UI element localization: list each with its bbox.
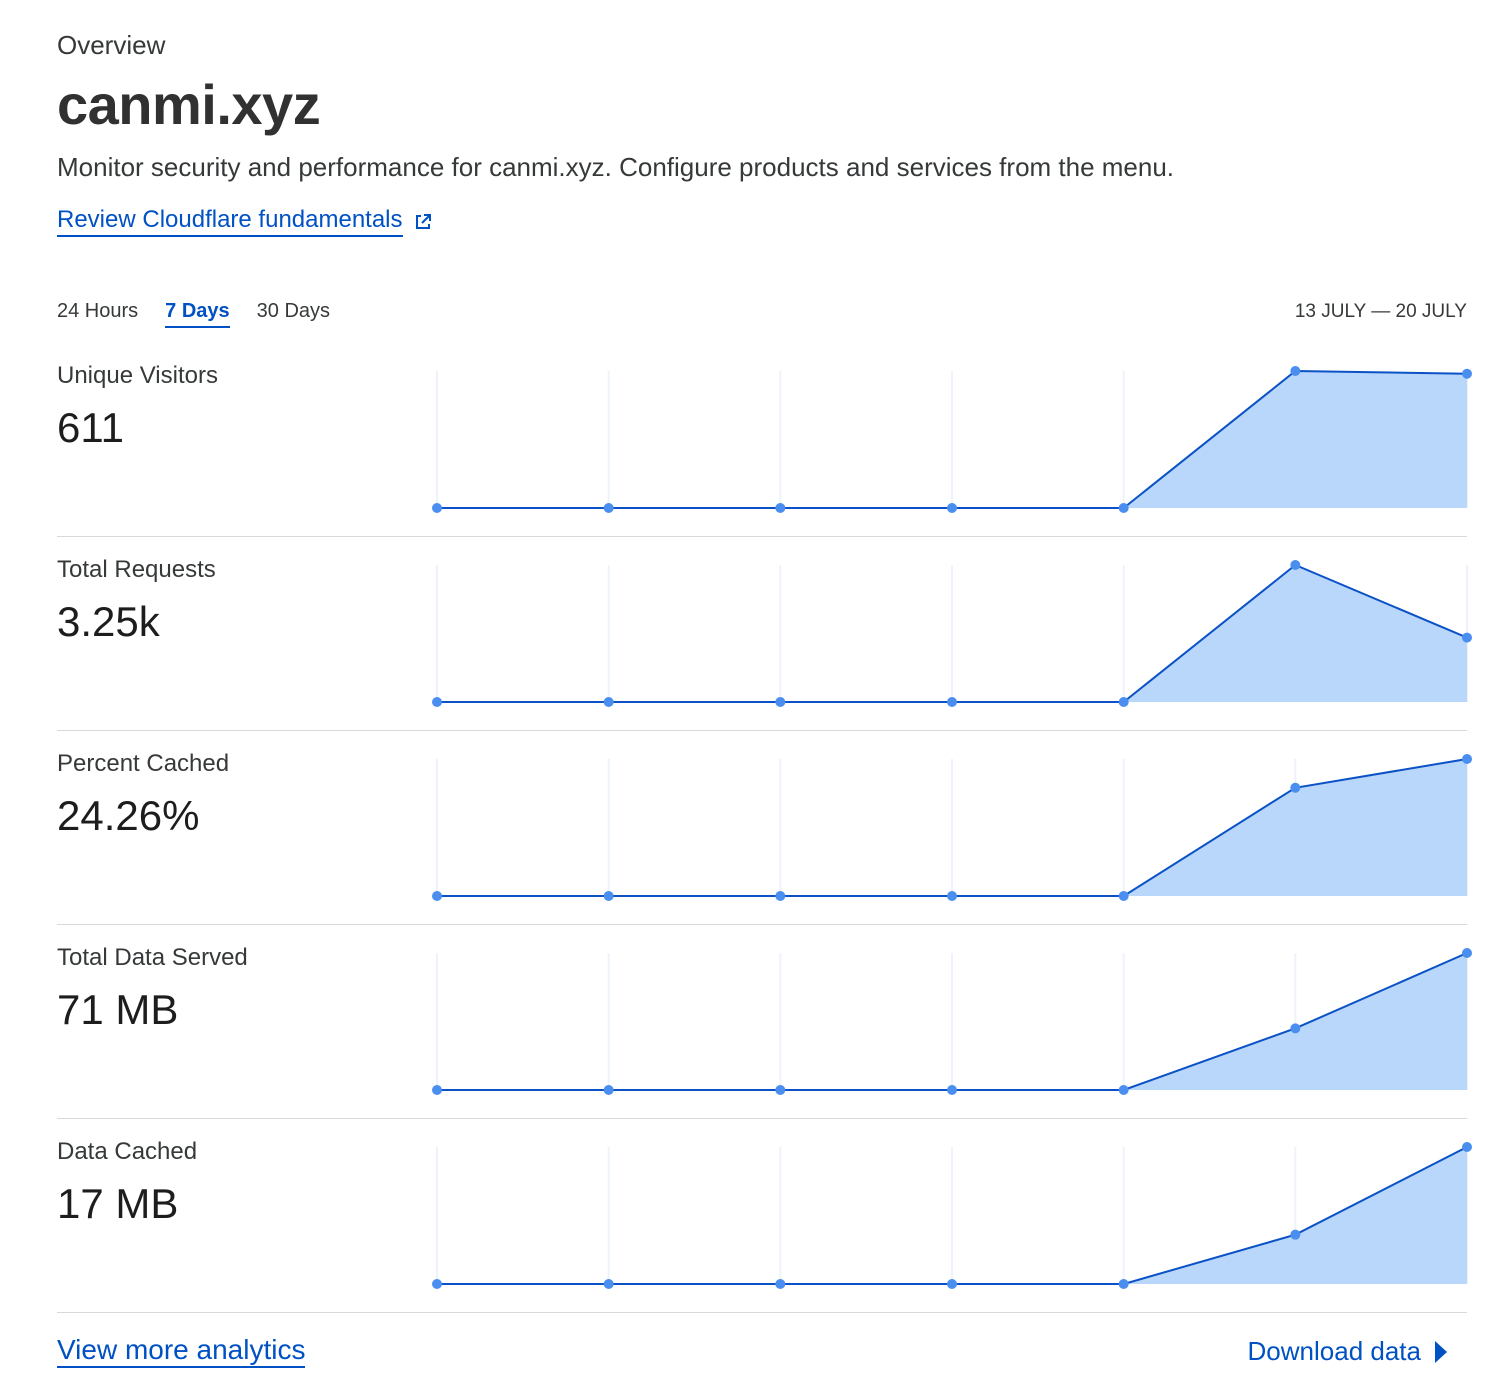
- sparkline-percent-cached: [432, 754, 1472, 901]
- metric-value: 17 MB: [57, 1180, 179, 1227]
- metric-value: 24.26%: [57, 792, 200, 839]
- tab-30-days[interactable]: 30 Days: [256, 300, 331, 322]
- metric-label: Unique Visitors: [57, 362, 218, 389]
- tab-7-days[interactable]: 7 Days: [165, 300, 230, 328]
- data-point[interactable]: [1118, 697, 1129, 707]
- data-point[interactable]: [947, 697, 957, 707]
- data-point[interactable]: [1462, 368, 1472, 379]
- series-area: [437, 565, 1467, 702]
- series-area: [437, 1147, 1467, 1284]
- metric-row-total-requests: Total Requests 3.25k: [57, 536, 1472, 731]
- metric-row-unique-visitors: Unique Visitors 611: [57, 342, 1472, 537]
- page-title: canmi.xyz: [57, 73, 321, 136]
- data-point[interactable]: [775, 1085, 786, 1095]
- data-point[interactable]: [1290, 560, 1301, 570]
- metric-value: 3.25k: [57, 598, 160, 645]
- page-description: Monitor security and performance for can…: [57, 152, 1175, 182]
- data-point[interactable]: [432, 1279, 442, 1289]
- data-point[interactable]: [432, 891, 442, 901]
- metric-row-data-cached: Data Cached 17 MB: [57, 1118, 1472, 1313]
- data-point[interactable]: [603, 1085, 614, 1095]
- data-point[interactable]: [1118, 891, 1129, 901]
- data-point[interactable]: [947, 891, 957, 901]
- data-point[interactable]: [1290, 782, 1301, 793]
- data-point[interactable]: [947, 1279, 957, 1289]
- series-area: [437, 759, 1467, 896]
- fundamentals-link-label: Review Cloudflare fundamentals: [57, 206, 403, 237]
- sparkline-data-cached: [432, 1142, 1472, 1289]
- download-data-label: Download data: [1247, 1336, 1421, 1366]
- data-point[interactable]: [432, 1085, 442, 1095]
- data-point[interactable]: [947, 1085, 957, 1095]
- series-area: [437, 371, 1467, 508]
- overview-label: Overview: [57, 30, 166, 60]
- metric-label: Percent Cached: [57, 750, 230, 777]
- data-point[interactable]: [1118, 1279, 1129, 1289]
- data-point[interactable]: [775, 891, 786, 901]
- external-link-icon: [415, 213, 431, 229]
- time-range-tabs: 24 Hours 7 Days 30 Days: [57, 300, 330, 328]
- metric-value: 71 MB: [57, 986, 179, 1033]
- data-point[interactable]: [1118, 1085, 1129, 1095]
- data-point[interactable]: [1118, 503, 1129, 513]
- data-point[interactable]: [1462, 754, 1472, 764]
- data-point[interactable]: [1290, 366, 1301, 376]
- metric-label: Total Requests: [57, 556, 216, 583]
- data-point[interactable]: [432, 697, 442, 707]
- caret-right-icon: [1435, 1340, 1447, 1363]
- sparkline-total-requests: [432, 560, 1472, 707]
- data-point[interactable]: [1290, 1229, 1301, 1240]
- view-more-analytics-link[interactable]: View more analytics: [57, 1334, 306, 1368]
- date-range: 13 JULY — 20 JULY: [1294, 301, 1467, 322]
- data-point[interactable]: [947, 503, 957, 513]
- tab-24-hours[interactable]: 24 Hours: [57, 300, 139, 322]
- metric-row-percent-cached: Percent Cached 24.26%: [57, 730, 1472, 925]
- data-point[interactable]: [1290, 1023, 1301, 1034]
- data-point[interactable]: [775, 1279, 786, 1289]
- data-point[interactable]: [603, 503, 614, 513]
- data-point[interactable]: [603, 697, 614, 707]
- data-point[interactable]: [603, 891, 614, 901]
- sparkline-unique-visitors: [432, 366, 1472, 513]
- data-point[interactable]: [432, 503, 442, 513]
- data-point[interactable]: [603, 1279, 614, 1289]
- metric-row-total-data-served: Total Data Served 71 MB: [57, 924, 1472, 1119]
- download-data-button[interactable]: Download data: [1248, 1336, 1447, 1367]
- metric-label: Total Data Served: [57, 944, 248, 971]
- data-point[interactable]: [1462, 632, 1472, 643]
- data-point[interactable]: [1462, 948, 1472, 958]
- metric-value: 611: [57, 404, 124, 451]
- data-point[interactable]: [775, 697, 786, 707]
- sparkline-total-data-served: [432, 948, 1472, 1095]
- fundamentals-link[interactable]: Review Cloudflare fundamentals: [57, 206, 433, 237]
- data-point[interactable]: [1462, 1142, 1472, 1152]
- data-point[interactable]: [775, 503, 786, 513]
- metric-label: Data Cached: [57, 1138, 198, 1165]
- series-area: [437, 953, 1467, 1090]
